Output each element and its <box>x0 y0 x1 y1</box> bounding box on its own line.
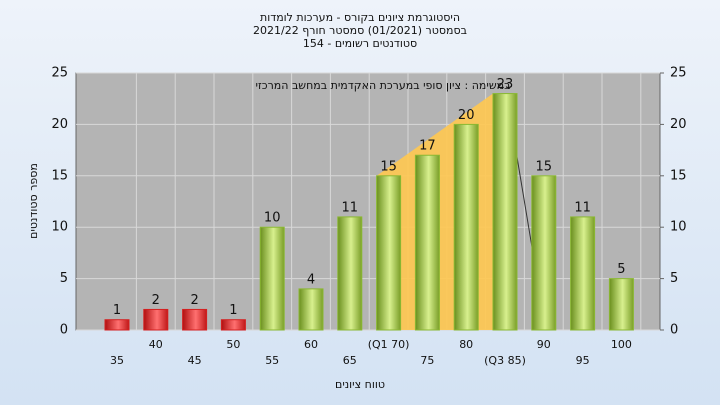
y-tick-label: 5 <box>60 271 68 286</box>
x-tick-label: 75 <box>420 354 434 367</box>
y2-tick-label: 15 <box>670 168 687 183</box>
x-tick-label: 65 <box>343 354 357 367</box>
x-tick-label: 40 <box>149 338 163 351</box>
x-tick-label: 100 <box>611 338 632 351</box>
x-tick-label: 60 <box>304 338 318 351</box>
y2-tick-label: 25 <box>670 66 687 81</box>
value-label: 2 <box>190 293 198 308</box>
y-axis-label: מספר סטודנטים <box>27 163 40 239</box>
title-line: בסמסטר (01/2021) סמסטר חורף 2021/22 <box>253 24 467 37</box>
y2-tick-label: 5 <box>670 271 678 286</box>
bar <box>143 308 169 331</box>
x-axis-label: טווח ציונים <box>335 378 385 391</box>
median-line <box>514 144 535 259</box>
value-label: 1 <box>113 303 121 318</box>
bar <box>337 216 363 331</box>
plot-area <box>75 72 661 331</box>
bar <box>570 216 596 331</box>
x-tick-label: 80 <box>459 338 473 351</box>
bar <box>492 93 518 331</box>
x-tick-label: (Q3 85) <box>484 354 526 367</box>
value-label: 10 <box>264 211 281 226</box>
bar <box>298 288 324 331</box>
x-tick-label: (Q1 70) <box>368 338 410 351</box>
value-label: 20 <box>458 108 475 123</box>
title-line: סטודנטים רשומים - 154 <box>303 37 417 50</box>
bar <box>104 319 130 331</box>
x-tick-label: 35 <box>110 354 124 367</box>
annotation: במשימה : ציון סופי במערכת האקדמית במחשב … <box>256 79 511 92</box>
value-label: 15 <box>380 159 397 174</box>
bar <box>259 226 285 331</box>
bar <box>220 319 246 331</box>
x-tick-label: 55 <box>265 354 279 367</box>
y-tick-label: 20 <box>51 117 68 132</box>
title-line: היסטוגרמת ציונים בקורס - מערכות לומדות <box>260 11 460 24</box>
bar <box>182 308 208 331</box>
value-label: 17 <box>419 139 436 154</box>
y-tick-label: 0 <box>60 323 68 338</box>
y-tick-label: 10 <box>51 220 68 235</box>
bar <box>608 278 634 331</box>
y2-tick-label: 20 <box>670 117 687 132</box>
bar <box>453 123 479 331</box>
y2-tick-label: 0 <box>670 323 678 338</box>
value-label: 11 <box>574 200 591 215</box>
value-label: 15 <box>536 159 553 174</box>
value-label: 4 <box>307 272 315 287</box>
bar <box>531 175 557 331</box>
value-label: 5 <box>617 262 625 277</box>
y2-tick-label: 10 <box>670 220 687 235</box>
x-tick-label: 95 <box>576 354 590 367</box>
x-tick-label: 50 <box>226 338 240 351</box>
y-tick-label: 15 <box>51 168 68 183</box>
y-tick-label: 25 <box>51 66 68 81</box>
value-label: 11 <box>342 200 359 215</box>
bar <box>414 154 440 331</box>
x-tick-label: 90 <box>537 338 551 351</box>
x-tick-label: 45 <box>188 354 202 367</box>
value-label: 23 <box>497 77 514 92</box>
value-label: 2 <box>152 293 160 308</box>
value-label: 1 <box>229 303 237 318</box>
bar <box>376 175 402 331</box>
